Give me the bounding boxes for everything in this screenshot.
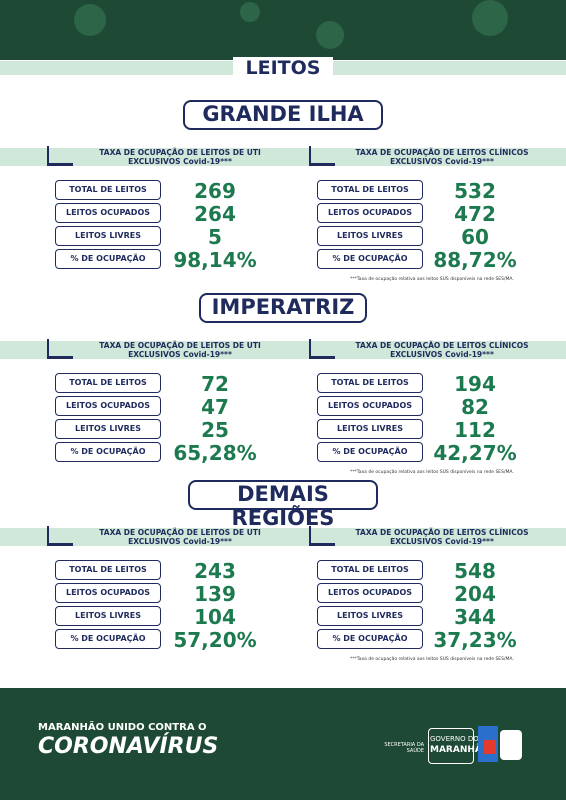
panel-title: EXCLUSIVOS Covid-19*** [128,350,232,359]
row-value: 5 [208,225,222,249]
panel-title: EXCLUSIVOS Covid-19*** [128,157,232,166]
row-label: % DE OCUPAÇÃO [55,249,161,269]
row-value: 344 [454,605,496,629]
row-label: LEITOS LIVRES [317,419,423,439]
row-value: 264 [194,202,236,226]
row-value: 82 [461,395,489,419]
row-value: 47 [201,395,229,419]
row-value: 269 [194,179,236,203]
logo-box [428,728,474,764]
bed-icon [309,526,335,546]
row-value: 37,23% [433,628,517,652]
row-value: 194 [454,372,496,396]
row-label: % DE OCUPAÇÃO [317,629,423,649]
region-title: GRANDE ILHA [183,100,383,130]
footnote: ***Taxa de ocupação relativa aos leitos … [350,657,514,662]
row-label: LEITOS LIVRES [55,419,161,439]
row-value: 243 [194,559,236,583]
secretaria: SECRETARIA DA SAÚDE [384,742,424,754]
panel-title: TAXA DE OCUPAÇÃO DE LEITOS CLÍNICOS [355,341,529,350]
row-label: LEITOS OCUPADOS [317,396,423,416]
row-label: % DE OCUPAÇÃO [317,442,423,462]
row-label: TOTAL DE LEITOS [55,560,161,580]
row-label: % DE OCUPAÇÃO [317,249,423,269]
logo-mark [478,726,522,762]
row-label: LEITOS OCUPADOS [317,583,423,603]
region-title: DEMAIS REGIÕES [188,480,378,530]
footer [0,688,566,800]
row-value: 72 [201,372,229,396]
row-value: 548 [454,559,496,583]
panel-title: EXCLUSIVOS Covid-19*** [128,537,232,546]
row-label: LEITOS OCUPADOS [317,203,423,223]
panel-title: TAXA DE OCUPAÇÃO DE LEITOS DE UTI [99,341,261,350]
header-band [0,0,566,60]
row-value: 472 [454,202,496,226]
row-value: 112 [454,418,496,442]
panel-title: TAXA DE OCUPAÇÃO DE LEITOS DE UTI [99,528,261,537]
row-label: LEITOS LIVRES [317,606,423,626]
row-label: TOTAL DE LEITOS [55,180,161,200]
bed-icon [47,526,73,546]
panel-stripe [0,148,566,166]
bed-icon [309,339,335,359]
governo-1: GOVERNO DO [430,735,479,743]
row-label: LEITOS LIVRES [317,226,423,246]
row-value: 139 [194,582,236,606]
row-value: 104 [194,605,236,629]
row-label: LEITOS OCUPADOS [55,203,161,223]
panel-stripe [0,528,566,546]
panel-title: TAXA DE OCUPAÇÃO DE LEITOS CLÍNICOS [355,148,529,157]
row-label: LEITOS OCUPADOS [55,583,161,603]
panel-stripe [0,341,566,359]
row-label: LEITOS OCUPADOS [55,396,161,416]
panel-title: EXCLUSIVOS Covid-19*** [390,350,494,359]
row-value: 65,28% [173,441,257,465]
row-value: 204 [454,582,496,606]
row-label: LEITOS LIVRES [55,226,161,246]
row-value: 60 [461,225,489,249]
row-label: LEITOS LIVRES [55,606,161,626]
row-value: 25 [201,418,229,442]
bed-icon [47,339,73,359]
row-label: % DE OCUPAÇÃO [55,442,161,462]
bed-icon [47,146,73,166]
row-label: TOTAL DE LEITOS [55,373,161,393]
panel-title: EXCLUSIVOS Covid-19*** [390,157,494,166]
row-value: 57,20% [173,628,257,652]
region-title: IMPERATRIZ [199,293,367,323]
row-value: 532 [454,179,496,203]
row-value: 88,72% [433,248,517,272]
governo-2: MARANHÃO [430,745,490,755]
slogan: MARANHÃO UNIDO CONTRA O [38,722,207,733]
row-label: TOTAL DE LEITOS [317,373,423,393]
bed-icon [309,146,335,166]
footnote: ***Taxa de ocupação relativa aos leitos … [350,470,514,475]
panel-title: TAXA DE OCUPAÇÃO DE LEITOS CLÍNICOS [355,528,529,537]
panel-title: EXCLUSIVOS Covid-19*** [390,537,494,546]
row-value: 42,27% [433,441,517,465]
row-label: TOTAL DE LEITOS [317,560,423,580]
footnote: ***Taxa de ocupação relativa aos leitos … [350,277,514,282]
row-value: 98,14% [173,248,257,272]
campaign: CORONAVÍRUS [38,734,219,759]
row-label: TOTAL DE LEITOS [317,180,423,200]
row-label: % DE OCUPAÇÃO [55,629,161,649]
panel-title: TAXA DE OCUPAÇÃO DE LEITOS DE UTI [99,148,261,157]
page-title: LEITOS [233,57,333,79]
